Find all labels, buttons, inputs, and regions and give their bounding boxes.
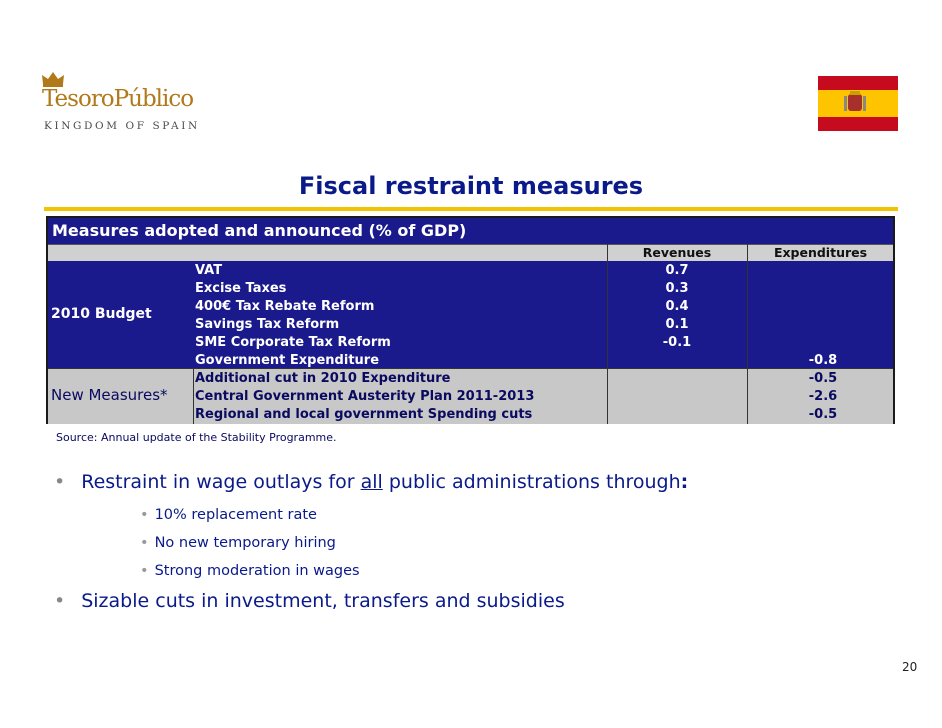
table-cell-expenditures: -0.5 (808, 371, 838, 386)
table-cell-expenditures: -0.5 (808, 407, 838, 422)
bullet-icon: • (54, 471, 66, 493)
title-divider (44, 207, 898, 211)
bullet-icon: • (54, 590, 66, 612)
table-cell-expenditures: -2.6 (808, 389, 838, 404)
bullet-wage-restraint: • Restraint in wage outlays for all publi… (54, 471, 689, 493)
crown-icon (42, 72, 64, 87)
table-header: Measures adopted and announced (% of GDP… (48, 218, 893, 244)
bullet-icon: • (140, 507, 149, 523)
table-row-label: Additional cut in 2010 Expenditure (195, 371, 451, 386)
measures-table: Measures adopted and announced (% of GDP… (46, 216, 895, 424)
group-label-new: New Measures* (51, 386, 168, 404)
sub-bullet: • 10% replacement rate (140, 507, 317, 523)
table-row-label: Excise Taxes (195, 281, 287, 296)
new-measures-section (48, 369, 893, 424)
table-row-label: VAT (195, 263, 223, 278)
bullet-icon: • (140, 563, 149, 579)
group-label-budget: 2010 Budget (51, 306, 152, 322)
table-row-label: Savings Tax Reform (195, 317, 340, 332)
table-row-label: 400€ Tax Rebate Reform (195, 299, 375, 314)
table-row-label: Regional and local government Spending c… (195, 407, 533, 422)
col-expenditures: Expenditures (773, 245, 868, 260)
page-number: 20 (902, 660, 918, 674)
table-cell-revenues: 0.4 (665, 299, 689, 314)
table-row-label: Central Government Austerity Plan 2011-2… (195, 389, 535, 404)
bullet-icon: • (140, 535, 149, 551)
col-revenues: Revenues (642, 245, 712, 260)
column-header-row: Revenues Expenditures (48, 244, 893, 262)
table-cell-revenues: 0.3 (665, 281, 689, 296)
logo-name: TesoroPúblico (42, 86, 194, 112)
source-note: Source: Annual update of the Stability P… (56, 431, 337, 444)
table-row-label: SME Corporate Tax Reform (195, 335, 391, 350)
bullet-investment-cuts: • Sizable cuts in investment, transfers a… (54, 590, 565, 612)
table-row-label: Government Expenditure (195, 353, 380, 368)
table-cell-revenues: 0.1 (665, 317, 689, 332)
page-title: Fiscal restraint measures (298, 172, 644, 200)
sub-bullet: • No new temporary hiring (140, 535, 336, 551)
logo-tagline: KINGDOM OF SPAIN (44, 120, 200, 132)
table-cell-expenditures: -0.8 (808, 353, 838, 368)
spain-flag-icon (818, 76, 898, 131)
table-cell-revenues: 0.7 (665, 263, 689, 278)
sub-bullet: • Strong moderation in wages (140, 563, 360, 579)
budget-section (48, 261, 893, 369)
table-cell-revenues: -0.1 (662, 335, 692, 350)
